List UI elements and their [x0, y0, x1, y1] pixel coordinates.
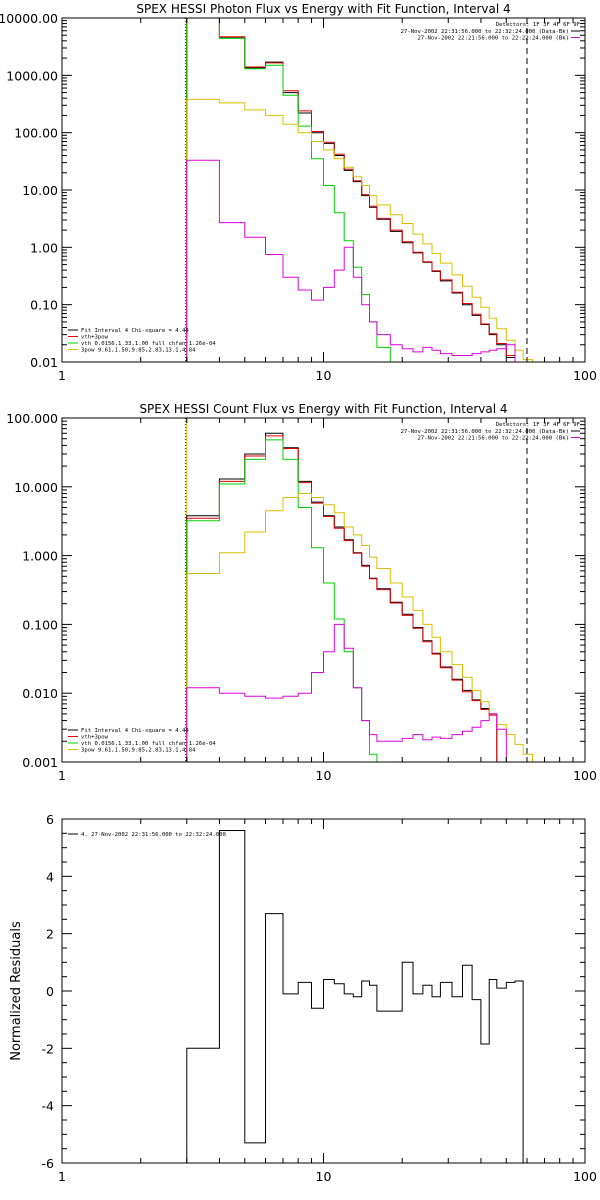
series-3pow [186, 493, 533, 762]
y-tick-label: 1000.00 [6, 68, 58, 83]
series-bk [186, 159, 524, 362]
plot-frame [61, 17, 586, 363]
x-tick-label: 10 [316, 368, 332, 383]
chart-title: SPEX HESSI Count Flux vs Energy with Fit… [139, 402, 507, 416]
y-tick-label: -6 [42, 1156, 55, 1171]
y-tick-label: 0.010 [22, 686, 58, 701]
y-tick-label: 6 [46, 812, 54, 827]
legend-right-entry: 27-Nov-2002 22:31:56.000 to 22:32:24.000… [401, 29, 569, 35]
detectors-label: Detectors: 1F 3F 4F 6F 9F [496, 22, 581, 28]
x-tick-label: 100 [573, 368, 597, 383]
legend-left-entry: vth+3pow [81, 735, 109, 741]
legend-left-entry: 3pow 9.61,1.50,9.85,2.83,13.1,4.84 [81, 348, 196, 354]
y-tick-label: 2 [46, 927, 54, 942]
x-tick-label: 1 [58, 768, 66, 783]
y-tick-label: 0.10 [30, 298, 58, 313]
chart-title: SPEX HESSI Photon Flux vs Energy with Fi… [136, 2, 510, 16]
y-tick-label: -4 [42, 1099, 55, 1114]
legend-right-entry: 27-Nov-2002 22:21:56.000 to 22:22:24.000… [417, 436, 569, 442]
y-tick-label: 0 [46, 984, 54, 999]
y-tick-label: -2 [42, 1041, 54, 1056]
plot-frame [61, 417, 586, 763]
series-vth-3pow [186, 18, 516, 362]
detectors-label: Detectors: 1F 3F 4F 6F 9F [496, 422, 581, 428]
legend-left-entry: 3pow 9.61,1.50,9.85,2.83,13.1,4.84 [81, 748, 196, 754]
legend-right-entry: 27-Nov-2002 22:31:56.000 to 22:32:24.000… [401, 429, 569, 435]
legend-left-entry: vth 0.0156,1.33,1.00 full chfan 1.26e-04 [81, 341, 216, 347]
x-tick-label: 10 [316, 1169, 332, 1184]
series-bk [186, 623, 507, 762]
x-tick-label: 1 [58, 368, 66, 383]
x-tick-label: 100 [573, 1169, 597, 1184]
legend-left-entry: vth 0.0156,1.33,1.00 full chfan 1.26e-04 [81, 741, 216, 747]
x-tick-label: 10 [316, 768, 332, 783]
y-tick-label: 100.000 [6, 411, 58, 426]
legend-right-entry: 27-Nov-2002 22:21:56.000 to 22:22:24.000… [417, 36, 569, 42]
series-data-bk [186, 18, 516, 362]
y-axis-label: Normalized Residuals [9, 921, 24, 1061]
legend-left-entry: Fit Interval 4 Chi-square = 4.49 [81, 328, 189, 334]
x-tick-label: 100 [573, 768, 597, 783]
residuals-panel: 1 10 100 6 4 2 0 -2 -4 -6 Normalized Residuals 4. 2… [9, 812, 597, 1184]
y-tick-label: 4 [46, 869, 54, 884]
y-tick-label: 1.000 [22, 549, 58, 564]
series-data-bk [186, 432, 498, 762]
y-tick-label: 1.00 [30, 240, 58, 255]
y-tick-label: 10000.00 [0, 11, 58, 26]
y-tick-label: 10.000 [14, 480, 58, 495]
y-tick-label: 100.00 [14, 126, 58, 141]
series-residuals [186, 830, 524, 1163]
y-tick-label: 0.01 [30, 355, 58, 370]
count-flux-panel: SPEX HESSI Count Flux vs Energy with Fit… [6, 402, 597, 783]
series-vth [186, 439, 378, 762]
legend-left-entry: vth+3pow [81, 335, 109, 341]
series-vth-3pow [186, 435, 498, 762]
legend-left-entry: 4. 27-Nov-2002 22:31:56.000 to 22:32:24.… [81, 832, 226, 838]
y-tick-label: 10.00 [22, 183, 58, 198]
photon-flux-panel: SPEX HESSI Photon Flux vs Energy with Fi… [0, 2, 597, 383]
series-3pow [186, 98, 533, 362]
legend-left-entry: Fit Interval 4 Chi-square = 4.49 [81, 728, 189, 734]
y-tick-label: 0.100 [22, 617, 58, 632]
y-tick-label: 0.001 [22, 755, 58, 770]
x-tick-label: 1 [58, 1169, 66, 1184]
